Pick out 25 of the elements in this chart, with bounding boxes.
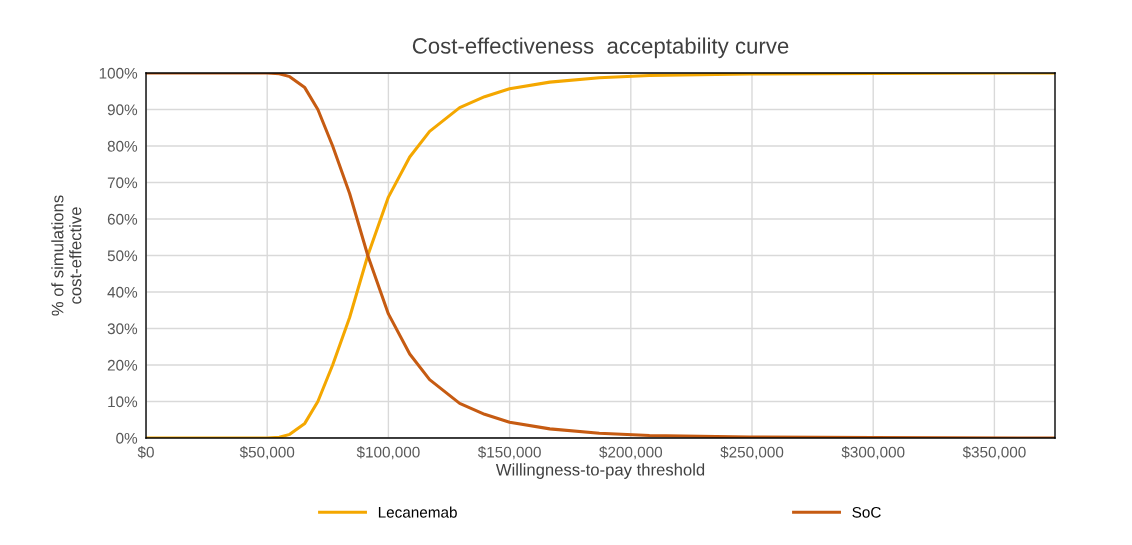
y-tick-label: 30% bbox=[107, 323, 138, 335]
x-tick-label: $150,000 bbox=[477, 446, 541, 460]
x-axis-title: Willingness-to-pay threshold bbox=[495, 463, 705, 479]
line-series bbox=[146, 73, 1055, 438]
y-tick-label: 100% bbox=[99, 67, 138, 79]
legend-label: Lecanemab bbox=[378, 506, 457, 518]
y-tick-label: 90% bbox=[107, 104, 138, 116]
y-tick-label: 40% bbox=[107, 286, 138, 298]
y-axis-title: % of simulations cost-effective bbox=[51, 195, 82, 316]
y-tick-label: 70% bbox=[107, 177, 138, 189]
x-tick-label: $350,000 bbox=[962, 446, 1026, 460]
y-tick-label: 50% bbox=[107, 250, 138, 262]
y-tick-label: 20% bbox=[107, 359, 138, 371]
chart-title: Cost-effectiveness acceptability curve bbox=[412, 37, 789, 59]
y-tick-label: 10% bbox=[108, 396, 138, 408]
y-tick-label: 60% bbox=[107, 213, 138, 225]
y-tick-label: 80% bbox=[107, 140, 138, 152]
y-tick-label: 0% bbox=[116, 432, 138, 444]
x-tick-label: $250,000 bbox=[720, 446, 784, 460]
x-tick-label: $100,000 bbox=[356, 446, 420, 460]
x-tick-label: $200,000 bbox=[599, 446, 663, 460]
legend-label: SoC bbox=[852, 506, 881, 518]
x-tick-label: $50,000 bbox=[239, 446, 295, 460]
x-tick-label: $300,000 bbox=[841, 446, 905, 460]
x-tick-label: $0 bbox=[137, 446, 154, 459]
